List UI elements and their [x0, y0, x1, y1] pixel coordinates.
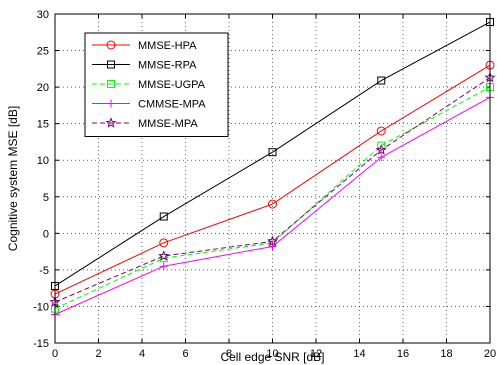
plot-frame [54, 13, 491, 344]
series-lines [49, 18, 496, 319]
y-axis-label: Cognitive system MSE [dB] [6, 106, 20, 251]
x-tick-label: 20 [484, 348, 496, 360]
x-tick-label: 0 [52, 348, 58, 360]
y-tick-label: 15 [37, 119, 49, 131]
legend-entry: MMSE-HPA [92, 40, 197, 52]
x-tick-label: 16 [397, 348, 409, 360]
x-tick-label: 4 [139, 348, 145, 360]
legend-entry: CMMSE-MPA [92, 99, 206, 111]
legend-box [84, 32, 229, 137]
x-tick-label: 12 [310, 348, 322, 360]
x-tick-label: 18 [440, 348, 452, 360]
y-tick-label: -10 [33, 301, 49, 313]
data-point [266, 235, 279, 247]
x-tick-label: 6 [182, 348, 188, 360]
x-tick-label: 10 [266, 348, 278, 360]
legend-label: MMSE-RPA [138, 60, 197, 72]
legend-marker [107, 80, 115, 88]
series-line [54, 86, 491, 310]
data-point [377, 141, 386, 150]
data-point [159, 238, 169, 248]
legend-marker [107, 99, 115, 108]
data-point [376, 126, 386, 136]
data-point [159, 254, 168, 263]
y-tick-label: -15 [33, 338, 49, 350]
y-tick-label: 5 [43, 192, 49, 204]
legend-entry: MMSE-UGPA [92, 79, 206, 91]
y-tick-label: 10 [37, 155, 49, 167]
legend-marker [106, 40, 116, 50]
data-point [159, 262, 168, 271]
series-mmse-rpa [51, 18, 494, 290]
x-tick-label: 2 [95, 348, 101, 360]
x-tick-label: 8 [226, 348, 232, 360]
legend: MMSE-HPA MMSE-RPA MMSE-UGPA CMMSE-MPA MMSE-M… [84, 32, 229, 137]
y-tick-label: 0 [43, 228, 49, 240]
legend-label: MMSE-MPA [138, 118, 198, 130]
data-point [158, 250, 170, 261]
legend-marker [107, 60, 115, 69]
series-line [54, 21, 491, 287]
data-point [159, 212, 168, 221]
data-point [377, 153, 386, 162]
data-point [268, 199, 277, 209]
x-axis-label: Cell edge SNR [dB] [220, 350, 324, 364]
y-tick-label: -5 [39, 265, 49, 277]
legend-entry: MMSE-MPA [92, 117, 198, 130]
legend-marker [105, 117, 117, 128]
data-point [268, 148, 277, 157]
legend-entry: MMSE-RPA [92, 60, 197, 72]
x-tick-label: 14 [353, 348, 365, 360]
y-tick-label: 20 [37, 82, 49, 94]
legend-label: MMSE-HPA [138, 40, 197, 52]
y-tick-label: 25 [37, 46, 49, 58]
legend-label: MMSE-UGPA [138, 79, 206, 91]
y-tick-label: 30 [37, 9, 49, 21]
series-line [54, 77, 491, 303]
data-point [377, 76, 386, 85]
data-point [375, 144, 387, 155]
legend-label: CMMSE-MPA [138, 99, 206, 111]
series-line [54, 64, 491, 295]
ticks: 0 2 4 6 8 10 12 14 16 18 20 -15 -10 -5 0 5 10 15 20 25 30 [33, 9, 496, 360]
